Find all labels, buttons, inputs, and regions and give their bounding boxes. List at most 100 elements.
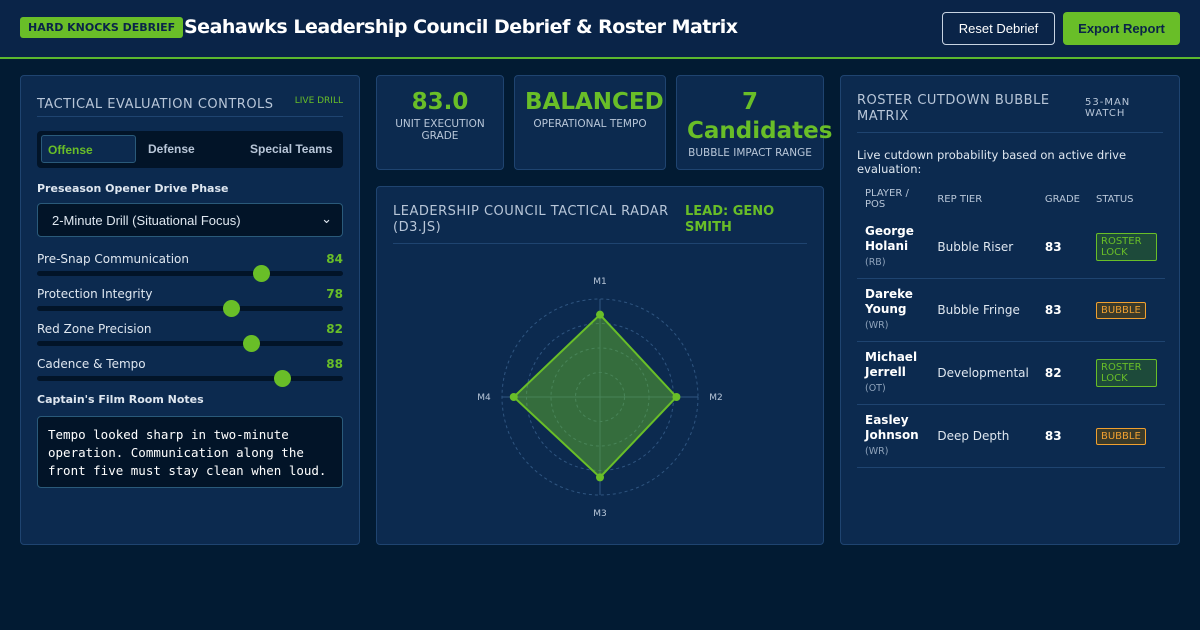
column-header: GRADE <box>1044 193 1080 205</box>
player-name: George Holani <box>865 224 914 253</box>
rep-tier: Developmental <box>929 341 1037 405</box>
export-button[interactable]: Export Report <box>1063 12 1180 45</box>
player-name: Dareke Young <box>865 287 913 316</box>
slider-value: 88 <box>326 357 343 371</box>
rep-tier: Bubble Fringe <box>929 278 1037 342</box>
slider-track <box>37 300 343 317</box>
phase-select[interactable]: 2-Minute Drill (Situational Focus) ⌄ <box>37 203 343 237</box>
player-pos: (OT) <box>865 383 886 394</box>
grade: 83 <box>1036 404 1088 468</box>
slider-label: Cadence & Tempo <box>37 357 146 371</box>
slider-value: 82 <box>326 322 343 336</box>
header: HARD KNOCKS DEBRIEF Seahawks Leadership … <box>0 0 1200 59</box>
column-header: PLAYER / POS <box>865 188 909 210</box>
stat-value: 7 Candidates <box>687 89 833 144</box>
lead: LEAD: GENO SMITH <box>685 204 775 235</box>
player-cell: Dareke Young (WR) <box>857 278 930 342</box>
stat-card: 7 Candidates BUBBLE IMPACT RANGE <box>676 75 833 170</box>
divider <box>393 243 807 244</box>
notes-textarea[interactable]: Tempo looked sharp in two-minute operati… <box>37 416 343 488</box>
radar-axis-label: M1 <box>593 277 607 287</box>
stat-label: UNIT EXECUTION GRADE <box>395 118 485 142</box>
panel-tag: LIVE DRILL <box>294 96 343 106</box>
panel-title: TACTICAL EVALUATION CONTROLS <box>37 97 274 112</box>
player-name: Michael Jerrell <box>865 350 918 379</box>
radar-point <box>672 393 681 401</box>
rep-tier: Deep Depth <box>929 404 1037 468</box>
tab[interactable]: Offense <box>41 135 136 163</box>
roster-row: Michael Jerrell (OT) Developmental 82 ROSTE… <box>857 341 1165 405</box>
slider-thumb[interactable] <box>253 265 271 282</box>
divider <box>857 132 1163 133</box>
select-value: 2-Minute Drill (Situational Focus) <box>52 213 241 228</box>
field-label: Captain's Film Room Notes <box>37 393 204 406</box>
panel-tag: 53-MAN WATCH <box>1085 97 1131 119</box>
slider-track <box>37 370 343 387</box>
grade: 82 <box>1036 341 1088 405</box>
radar-point <box>596 473 604 482</box>
player-pos: (WR) <box>865 446 889 457</box>
roster-row: George Holani (RB) Bubble Riser 83 ROSTER L… <box>857 216 1165 279</box>
column-header: REP TIER <box>937 193 983 205</box>
tab[interactable]: Special Teams <box>250 142 333 156</box>
page-title: Seahawks Leadership Council Debrief & Ro… <box>184 16 738 38</box>
slider-thumb[interactable] <box>222 300 240 317</box>
status-badge: BUBBLE <box>1096 427 1146 445</box>
stat-label: BUBBLE IMPACT RANGE <box>688 147 812 159</box>
status-cell: BUBBLE <box>1088 278 1165 342</box>
rep-tier: Bubble Riser <box>929 216 1037 279</box>
controls-panel: TACTICAL EVALUATION CONTROLS LIVE DRILL … <box>20 75 360 545</box>
status-badge: ROSTER LOCK <box>1096 359 1157 387</box>
field-label: Preseason Opener Drive Phase <box>37 182 229 195</box>
player-name: Easley Johnson <box>865 413 919 442</box>
player-pos: (RB) <box>865 257 886 268</box>
controls-header: TACTICAL EVALUATION CONTROLS LIVE DRILL <box>37 93 343 117</box>
stat-value: BALANCED <box>525 89 664 115</box>
roster-row: Dareke Young (WR) Bubble Fringe 83 BUBBLE <box>857 278 1165 342</box>
slider-value: 78 <box>326 287 343 301</box>
panel-title: ROSTER CUTDOWN BUBBLE MATRIX <box>857 93 1050 124</box>
radar-axis-label: M4 <box>477 393 491 403</box>
chevron: ⌄ <box>321 211 332 226</box>
player-cell: Michael Jerrell (OT) <box>857 341 930 405</box>
subtitle: Live cutdown probability based on active… <box>857 148 1127 176</box>
status-cell: ROSTER LOCK <box>1088 341 1165 405</box>
status-cell: BUBBLE <box>1088 404 1165 468</box>
slider-label: Protection Integrity <box>37 287 153 301</box>
panel-title: LEADERSHIP COUNCIL TACTICAL RADAR (D3.JS… <box>393 204 669 235</box>
slider-label: Pre-Snap Communication <box>37 252 189 266</box>
roster-table: PLAYER / POS REP TIER GRADE STATUS George Ho… <box>857 182 1165 468</box>
tabs: Offense Defense Special Teams <box>37 131 343 168</box>
grade: 83 <box>1036 278 1088 342</box>
column-header: STATUS <box>1096 193 1134 205</box>
radar-panel: LEADERSHIP COUNCIL TACTICAL RADAR (D3.JS… <box>376 186 824 545</box>
status-badge: ROSTER LOCK <box>1096 233 1157 261</box>
slider-track <box>37 335 343 352</box>
badge: HARD KNOCKS DEBRIEF <box>20 17 184 38</box>
reset-button[interactable]: Reset Debrief <box>942 12 1055 45</box>
stat-card: BALANCED OPERATIONAL TEMPO <box>514 75 666 170</box>
slider-thumb[interactable] <box>243 335 261 352</box>
status-badge: BUBBLE <box>1096 301 1146 319</box>
radar-chart: M1 M2 M3 M4 <box>477 277 723 519</box>
slider-label: Red Zone Precision <box>37 322 152 336</box>
radar-axis-label: M2 <box>709 393 723 403</box>
player-cell: George Holani (RB) <box>857 216 930 279</box>
tab[interactable]: Defense <box>148 142 195 156</box>
status-cell: ROSTER LOCK <box>1088 216 1165 279</box>
grade: 83 <box>1036 216 1088 279</box>
slider-value: 84 <box>326 252 343 266</box>
stat-label: OPERATIONAL TEMPO <box>533 118 647 130</box>
roster-row: Easley Johnson (WR) Deep Depth 83 BUBBLE <box>857 404 1165 468</box>
player-cell: Easley Johnson (WR) <box>857 404 930 468</box>
roster-panel: ROSTER CUTDOWN BUBBLE MATRIX 53-MAN WATC… <box>840 75 1180 545</box>
slider-thumb[interactable] <box>273 370 291 387</box>
radar-area <box>512 313 678 479</box>
stat-value: 83.0 <box>411 89 469 115</box>
radar-axis-label: M3 <box>593 509 607 519</box>
stat-card: 83.0 UNIT EXECUTION GRADE <box>376 75 504 170</box>
radar-point <box>596 310 604 319</box>
slider-track <box>37 265 343 282</box>
